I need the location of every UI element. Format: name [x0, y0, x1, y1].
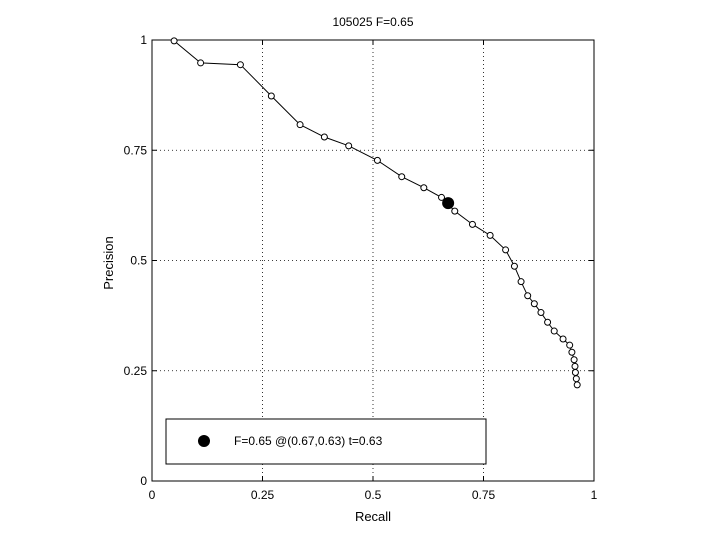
pr-point — [502, 246, 510, 254]
pr-point — [197, 59, 205, 67]
x-tick-label: 0.5 — [365, 488, 382, 502]
y-tick-label: 0.5 — [130, 254, 147, 268]
pr-point — [568, 348, 576, 356]
axis-ticks: 0 0.25 0.5 0.75 1 0 0.25 0.5 0.75 1 — [124, 33, 598, 502]
y-tick-label: 0.75 — [124, 143, 148, 157]
y-tick-label: 0.25 — [124, 364, 148, 378]
pr-point — [517, 278, 525, 286]
pr-point — [559, 335, 567, 343]
pr-curve — [170, 37, 581, 389]
legend-marker — [198, 435, 210, 447]
pr-point — [573, 381, 581, 389]
y-tick-label: 0 — [140, 474, 147, 488]
pr-point — [236, 61, 244, 69]
x-tick-label: 0 — [149, 488, 156, 502]
grid-lines — [152, 40, 594, 481]
pr-point — [486, 231, 494, 239]
y-axis-label: Precision — [101, 236, 116, 289]
pr-point — [451, 207, 459, 215]
pr-point — [572, 375, 580, 383]
pr-point — [571, 369, 579, 377]
pr-point — [571, 362, 579, 370]
pr-point — [510, 262, 518, 270]
best-f-point — [442, 197, 455, 210]
x-tick-label: 0.25 — [251, 488, 275, 502]
y-tick-label: 1 — [140, 33, 147, 47]
pr-point — [170, 37, 178, 45]
pr-point — [398, 173, 406, 181]
pr-point — [570, 356, 578, 364]
pr-point — [296, 121, 304, 129]
x-axis-label: Recall — [355, 509, 391, 524]
pr-point — [537, 309, 545, 317]
pr-point — [566, 341, 574, 349]
pr-point — [345, 142, 353, 150]
pr-point — [530, 300, 538, 308]
pr-point — [420, 184, 428, 192]
pr-point — [468, 220, 476, 228]
pr-point — [524, 292, 532, 300]
pr-point — [438, 193, 446, 201]
pr-point — [373, 156, 381, 164]
pr-point — [320, 133, 328, 141]
legend-box — [165, 418, 487, 465]
legend: F=0.65 @(0.67,0.63) t=0.63 — [165, 418, 487, 465]
x-tick-label: 0.75 — [472, 488, 496, 502]
chart-title: 105025 F=0.65 — [332, 15, 413, 29]
pr-point — [267, 92, 275, 100]
legend-label: F=0.65 @(0.67,0.63) t=0.63 — [234, 434, 383, 448]
pr-point — [544, 318, 552, 326]
highlight-point-group — [442, 197, 455, 210]
x-tick-label: 1 — [591, 488, 598, 502]
pr-point — [550, 327, 558, 335]
